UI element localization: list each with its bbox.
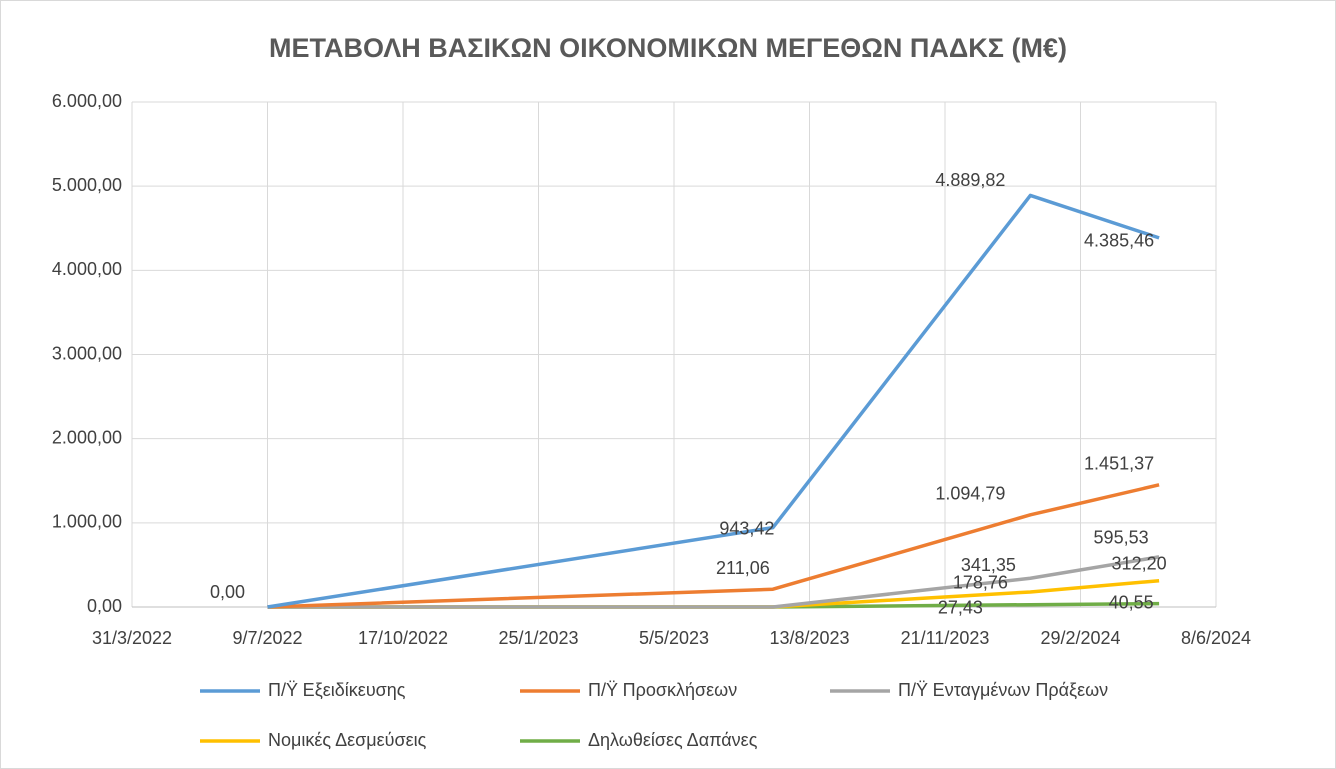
data-label: 27,43 xyxy=(938,597,983,617)
x-tick-label: 5/5/2023 xyxy=(639,628,709,648)
y-tick-label: 4.000,00 xyxy=(52,259,122,279)
y-tick-label: 2.000,00 xyxy=(52,427,122,447)
x-tick-label: 9/7/2022 xyxy=(232,628,302,648)
data-label: 4.385,46 xyxy=(1084,231,1154,251)
data-label: 178,76 xyxy=(953,573,1008,593)
legend-label: Δηλωθείσες Δαπάνες xyxy=(588,730,758,750)
y-tick-label: 1.000,00 xyxy=(52,512,122,532)
legend-label: Νομικές Δεσμεύσεις xyxy=(268,730,427,750)
x-tick-label: 13/8/2023 xyxy=(769,628,849,648)
data-label: 40,55 xyxy=(1109,592,1154,612)
series-line xyxy=(267,483,1160,609)
data-label: 211,06 xyxy=(716,558,770,578)
data-label: 4.889,82 xyxy=(935,170,1005,190)
y-tick-label: 0,00 xyxy=(87,596,122,616)
data-label: 341,35 xyxy=(961,555,1016,575)
series-line xyxy=(267,555,1160,609)
x-tick-label: 21/11/2023 xyxy=(901,628,990,648)
data-label: 0,00 xyxy=(210,582,245,602)
x-tick-label: 25/1/2023 xyxy=(498,628,578,648)
data-label: 595,53 xyxy=(1094,528,1149,548)
data-label: 1.094,79 xyxy=(935,484,1005,504)
x-tick-label: 17/10/2022 xyxy=(358,628,448,648)
data-label: 312,20 xyxy=(1112,553,1167,573)
data-label: 943,42 xyxy=(719,518,774,538)
x-tick-label: 31/3/2022 xyxy=(92,628,172,648)
legend-label: Π/Ϋ Ενταγμένων Πράξεων xyxy=(898,680,1108,700)
x-tick-label: 29/2/2024 xyxy=(1040,628,1120,648)
legend-label: Π/Ϋ Εξειδίκευσης xyxy=(268,680,406,700)
y-tick-label: 6.000,00 xyxy=(52,91,122,111)
y-tick-label: 5.000,00 xyxy=(52,175,122,195)
series-line xyxy=(267,193,1160,609)
data-label: 1.451,37 xyxy=(1084,454,1154,474)
x-tick-label: 8/6/2024 xyxy=(1181,628,1251,648)
chart-title: ΜΕΤΑΒΟΛΗ ΒΑΣΙΚΩΝ ΟΙΚΟΝΟΜΙΚΩΝ ΜΕΓΕΘΩΝ ΠΑΔ… xyxy=(269,33,1067,63)
y-tick-label: 3.000,00 xyxy=(52,343,122,363)
legend-label: Π/Ϋ Προσκλήσεων xyxy=(588,680,737,700)
